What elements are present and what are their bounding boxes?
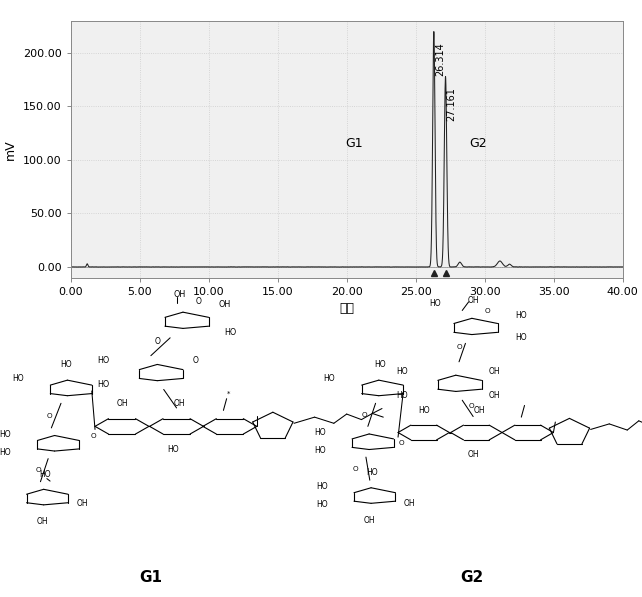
Text: OH: OH	[489, 391, 500, 400]
Text: OH: OH	[37, 517, 48, 526]
Text: HO: HO	[225, 328, 237, 337]
Text: OH: OH	[218, 300, 231, 309]
Text: OH: OH	[76, 498, 88, 507]
Text: HO: HO	[316, 482, 327, 491]
X-axis label: 分钟: 分钟	[339, 302, 354, 315]
Text: O: O	[352, 466, 358, 472]
Text: OH: OH	[116, 399, 128, 408]
Text: OH: OH	[474, 406, 485, 415]
Text: HO: HO	[516, 311, 527, 320]
Text: OH: OH	[467, 450, 479, 459]
Text: HO: HO	[324, 374, 335, 383]
Text: OH: OH	[173, 290, 186, 298]
Text: HO: HO	[97, 356, 109, 365]
Text: 27.161: 27.161	[447, 87, 456, 121]
Text: HO: HO	[418, 406, 429, 415]
Text: O: O	[193, 356, 199, 365]
Text: G2: G2	[469, 137, 487, 150]
Text: HO: HO	[0, 448, 11, 457]
Text: O: O	[36, 467, 41, 473]
Text: OH: OH	[364, 516, 376, 525]
Text: OH: OH	[174, 399, 186, 408]
Text: G2: G2	[460, 571, 483, 586]
Text: HO: HO	[97, 380, 109, 389]
Text: HO: HO	[429, 299, 440, 308]
Text: O: O	[469, 404, 474, 410]
Text: HO: HO	[396, 367, 408, 376]
Text: HO: HO	[314, 447, 325, 456]
Text: HO: HO	[516, 333, 527, 341]
Text: OH: OH	[404, 498, 415, 507]
Text: HO: HO	[314, 428, 325, 437]
Text: HO: HO	[316, 500, 327, 509]
Text: 26.314: 26.314	[435, 42, 445, 76]
Text: HO: HO	[168, 445, 179, 454]
Text: HO: HO	[374, 361, 386, 370]
Text: O: O	[399, 440, 404, 447]
Y-axis label: mV: mV	[4, 139, 17, 159]
Text: O: O	[91, 433, 96, 439]
Text: HO: HO	[12, 374, 24, 383]
Text: HO: HO	[60, 361, 72, 370]
Text: O: O	[362, 412, 367, 418]
Text: HO: HO	[0, 430, 11, 439]
Text: OH: OH	[467, 296, 479, 305]
Text: G1: G1	[345, 137, 362, 150]
Text: *: *	[227, 391, 230, 397]
Text: OH: OH	[489, 367, 500, 376]
Text: HO: HO	[39, 469, 51, 479]
Text: O: O	[196, 297, 202, 306]
Text: HO: HO	[396, 391, 408, 400]
Text: G1: G1	[139, 571, 162, 586]
Text: O: O	[154, 337, 160, 346]
Text: O: O	[456, 344, 462, 350]
Text: O: O	[47, 413, 52, 418]
Text: HO: HO	[367, 468, 378, 477]
Text: O: O	[485, 308, 490, 314]
